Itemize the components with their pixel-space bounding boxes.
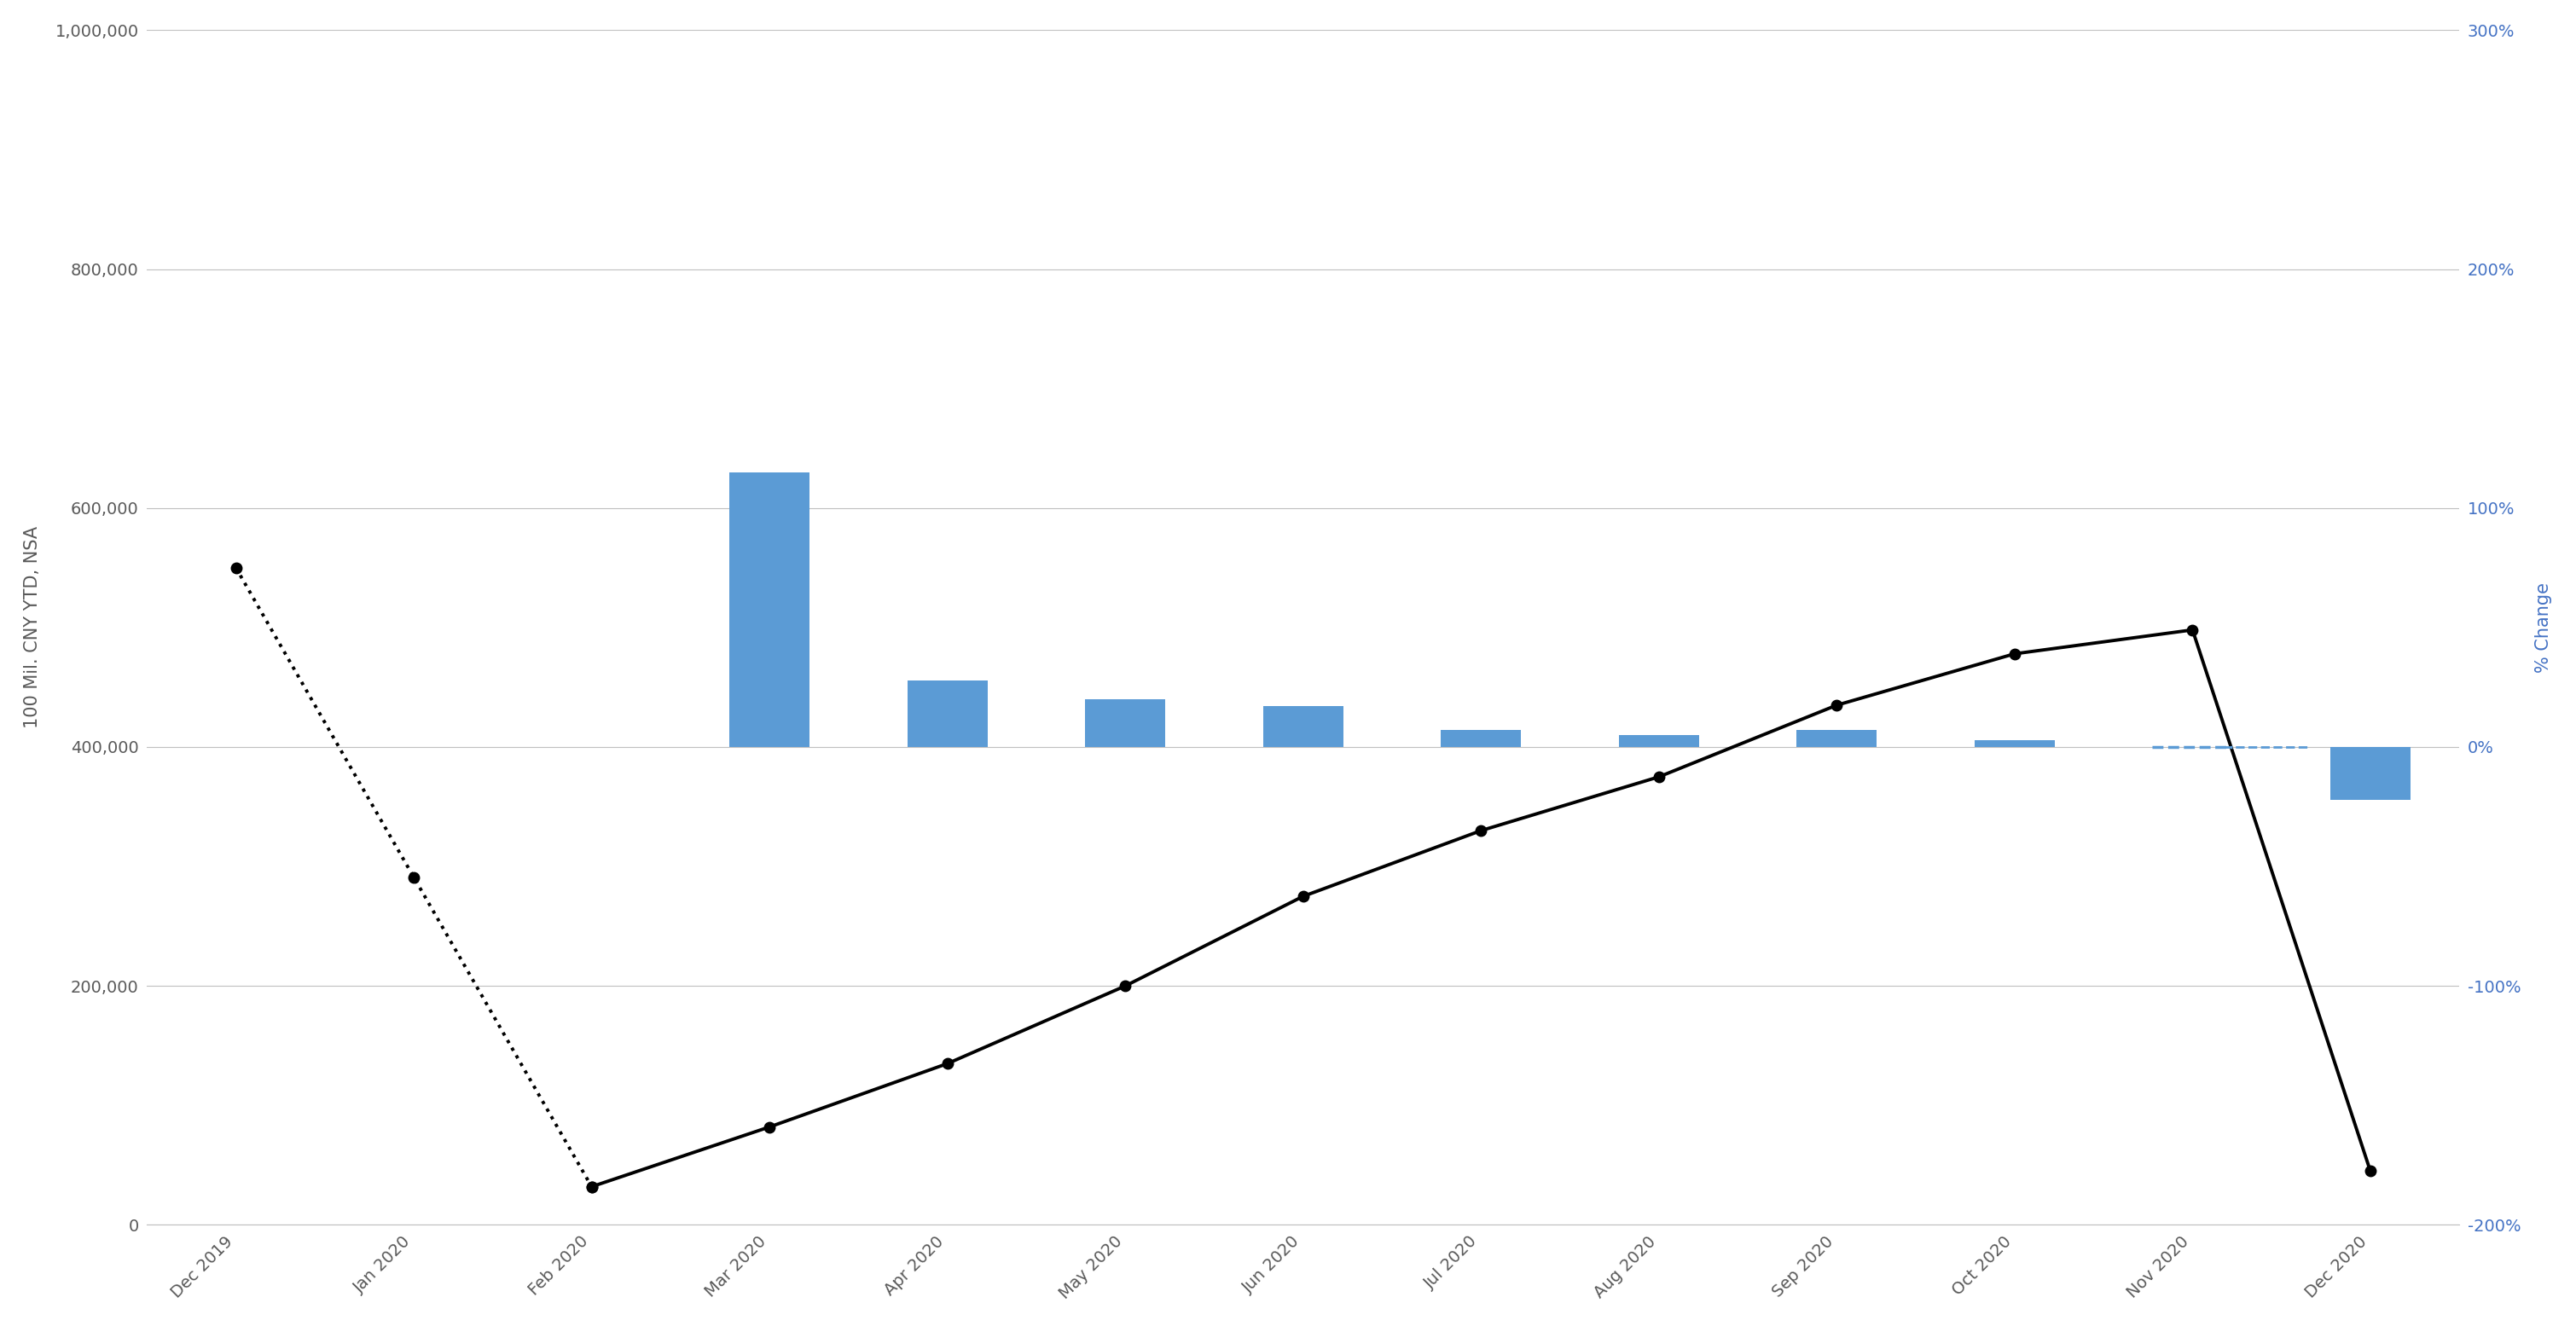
Bar <box>2331 747 2411 800</box>
Bar <box>1618 735 1700 747</box>
Bar <box>1976 740 2056 747</box>
Y-axis label: % Change: % Change <box>2535 582 2553 672</box>
Bar <box>1084 699 1164 747</box>
Bar <box>1440 731 1520 747</box>
Y-axis label: 100 Mil. CNY YTD, NSA: 100 Mil. CNY YTD, NSA <box>23 526 41 728</box>
Bar <box>907 680 987 747</box>
Bar <box>1262 707 1342 747</box>
Bar <box>1795 731 1878 747</box>
Bar <box>729 472 809 747</box>
